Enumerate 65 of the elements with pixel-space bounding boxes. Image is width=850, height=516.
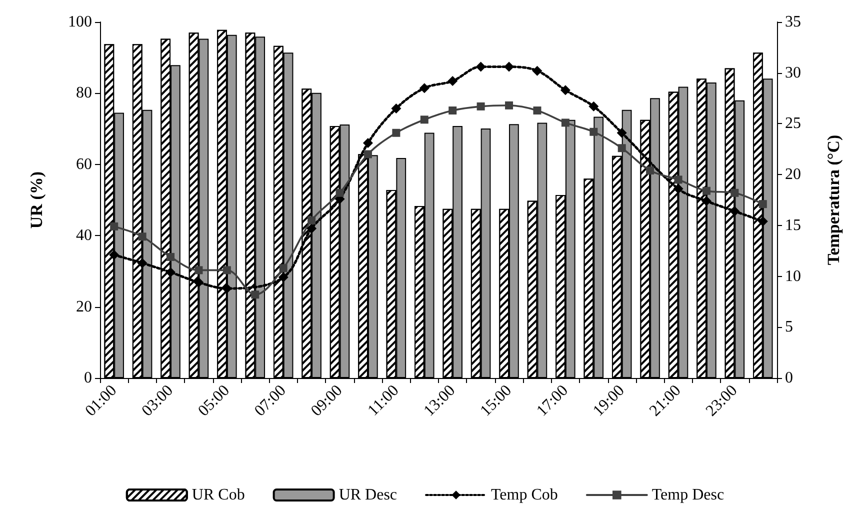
y2-tick-label: 25 xyxy=(785,115,801,132)
point xyxy=(362,138,373,148)
point xyxy=(476,102,485,110)
legend-label: UR Desc xyxy=(338,486,398,504)
point xyxy=(730,206,740,216)
y2-axis-title: Temperatura (°C) xyxy=(824,134,843,266)
point xyxy=(730,188,739,197)
point xyxy=(194,277,204,288)
point xyxy=(560,85,570,96)
point xyxy=(758,200,767,208)
y-tick-label: 80 xyxy=(76,84,92,102)
point xyxy=(306,223,317,234)
point xyxy=(137,258,148,268)
y-axis-title: UR (%) xyxy=(27,171,46,229)
point xyxy=(588,101,599,112)
y2-tick-label: 35 xyxy=(785,14,801,30)
point xyxy=(391,103,402,114)
point xyxy=(448,76,458,86)
point xyxy=(420,116,428,124)
point xyxy=(222,283,232,294)
point xyxy=(392,128,400,137)
point xyxy=(138,232,146,241)
point xyxy=(419,83,430,94)
point xyxy=(701,196,712,206)
point xyxy=(702,186,710,195)
point xyxy=(673,184,684,194)
point xyxy=(364,150,372,158)
point xyxy=(533,106,542,114)
point xyxy=(616,128,627,138)
point xyxy=(590,128,598,136)
point xyxy=(166,252,175,261)
legend-label: Temp Desc xyxy=(652,486,724,504)
point xyxy=(336,188,344,197)
point xyxy=(674,176,682,184)
legend-label: Temp Cob xyxy=(491,486,558,504)
point xyxy=(505,101,514,110)
point xyxy=(194,266,203,274)
point xyxy=(618,144,626,152)
point xyxy=(222,266,231,274)
point xyxy=(279,264,288,272)
point xyxy=(448,106,457,114)
legend-label: UR Cob xyxy=(192,486,245,504)
y-tick-label: 100 xyxy=(68,14,92,30)
point xyxy=(308,216,316,224)
point xyxy=(251,290,260,299)
point xyxy=(109,250,120,260)
y-tick-label: 0 xyxy=(84,370,92,386)
point xyxy=(646,166,654,175)
y2-tick-label: 5 xyxy=(785,318,793,336)
point xyxy=(110,222,118,230)
point xyxy=(532,66,542,76)
point xyxy=(758,216,768,226)
point xyxy=(561,118,570,127)
y-tick-label: 20 xyxy=(76,298,92,316)
point xyxy=(476,62,486,72)
y2-tick-label: 0 xyxy=(785,370,793,386)
point xyxy=(504,62,514,72)
y2-tick-label: 20 xyxy=(785,166,801,184)
y2-tick-label: 30 xyxy=(785,64,801,82)
point xyxy=(166,267,176,278)
point xyxy=(278,272,288,282)
y2-tick-label: 10 xyxy=(785,268,801,285)
y-tick-label: 40 xyxy=(76,227,92,244)
y-tick-label: 60 xyxy=(76,156,92,173)
y2-tick-label: 15 xyxy=(785,216,801,234)
